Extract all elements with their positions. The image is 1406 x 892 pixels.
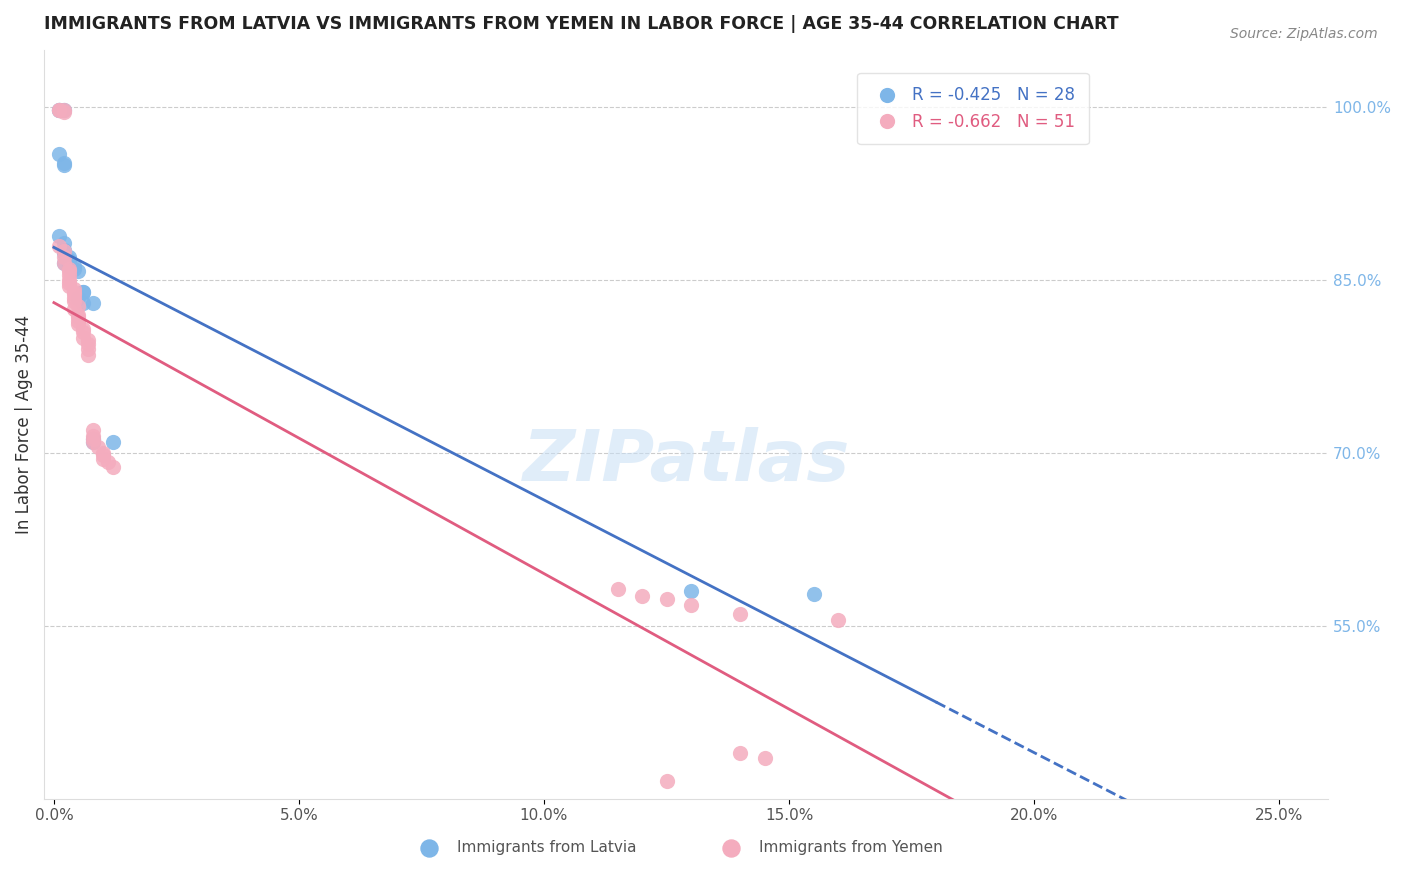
Point [67, 313, 90, 327]
Point [52, 105, 75, 120]
Point [62, 285, 84, 299]
Y-axis label: In Labor Force | Age 35-44: In Labor Force | Age 35-44 [15, 315, 32, 533]
Point [52, 155, 75, 169]
Point [72, 296, 94, 310]
Point [803, 587, 825, 601]
Point [52, 250, 75, 264]
Point [728, 607, 751, 622]
Point [58, 264, 80, 278]
Point [655, 592, 678, 607]
Point [82, 432, 104, 446]
Point [62, 287, 84, 301]
Text: IMMIGRANTS FROM LATVIA VS IMMIGRANTS FROM YEMEN IN LABOR FORCE | AGE 35-44 CORRE: IMMIGRANTS FROM LATVIA VS IMMIGRANTS FRO… [44, 15, 1119, 33]
Point [48, 103, 70, 117]
Point [58, 276, 80, 290]
Point [48, 103, 70, 117]
Point [77, 336, 100, 351]
Point [91, 451, 114, 466]
Point [720, 840, 742, 855]
Point [67, 310, 90, 325]
Point [62, 283, 84, 297]
Point [679, 584, 702, 599]
Point [72, 285, 94, 299]
Point [82, 429, 104, 443]
Point [827, 613, 849, 627]
Point [82, 296, 104, 310]
Point [52, 158, 75, 172]
Point [58, 256, 80, 270]
Point [82, 434, 104, 449]
Point [62, 293, 84, 308]
Point [52, 236, 75, 251]
Text: Immigrants from Yemen: Immigrants from Yemen [759, 840, 943, 855]
Point [48, 238, 70, 252]
Point [77, 348, 100, 362]
Point [52, 103, 75, 117]
Point [82, 432, 104, 446]
Point [62, 291, 84, 305]
Point [67, 308, 90, 322]
Point [48, 229, 70, 244]
Point [52, 244, 75, 259]
Point [52, 244, 75, 258]
Point [58, 252, 80, 267]
Point [101, 459, 124, 474]
Point [631, 589, 654, 603]
Point [77, 333, 100, 347]
Point [48, 146, 70, 161]
Point [87, 441, 110, 455]
Text: Source: ZipAtlas.com: Source: ZipAtlas.com [1230, 27, 1378, 41]
Point [52, 245, 75, 260]
Point [58, 279, 80, 293]
Point [679, 598, 702, 612]
Point [418, 840, 440, 855]
Point [62, 261, 84, 276]
Point [72, 285, 94, 299]
Text: Immigrants from Latvia: Immigrants from Latvia [457, 840, 637, 855]
Point [58, 261, 80, 276]
Point [67, 291, 90, 305]
Point [67, 317, 90, 331]
Point [48, 103, 70, 117]
Point [48, 103, 70, 117]
Point [62, 260, 84, 274]
Point [91, 449, 114, 463]
Point [97, 455, 120, 469]
Point [58, 250, 80, 264]
Point [82, 423, 104, 437]
Text: ZIPatlas: ZIPatlas [523, 427, 849, 496]
Point [62, 301, 84, 316]
Point [52, 256, 75, 270]
Point [52, 103, 75, 117]
Point [91, 446, 114, 460]
Point [77, 343, 100, 357]
Point [606, 582, 628, 596]
Point [67, 264, 90, 278]
Legend: R = -0.425   N = 28, R = -0.662   N = 51: R = -0.425 N = 28, R = -0.662 N = 51 [858, 73, 1088, 145]
Point [72, 325, 94, 339]
Point [655, 774, 678, 789]
Point [67, 299, 90, 313]
Point [82, 434, 104, 449]
Point [72, 331, 94, 345]
Point [72, 321, 94, 335]
Point [754, 751, 776, 765]
Point [58, 260, 80, 274]
Point [52, 256, 75, 270]
Point [58, 268, 80, 282]
Point [58, 273, 80, 287]
Point [728, 746, 751, 760]
Point [101, 434, 124, 449]
